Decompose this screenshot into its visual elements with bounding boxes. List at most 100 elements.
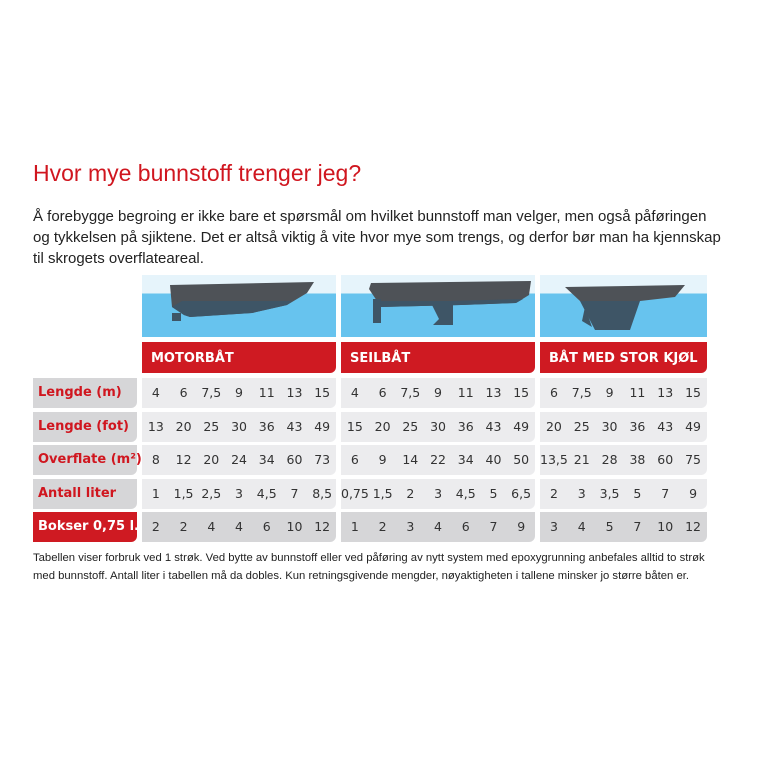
table-row: 13,5 21 28 38 60 75	[540, 445, 707, 475]
group-header: MOTORBÅT	[142, 342, 336, 373]
table-cell: 25	[203, 419, 220, 434]
table-cell: 1	[151, 486, 160, 501]
table-cell: 15	[685, 385, 701, 400]
page-title: Hvor mye bunnstoff trenger jeg?	[33, 160, 362, 186]
table-cell: 7	[661, 486, 670, 501]
table-cell: 40	[485, 452, 502, 467]
row-label: Lengde (m)	[33, 378, 137, 408]
table-cell: 60	[657, 452, 674, 467]
table-cell: 25	[573, 419, 590, 434]
table-cell: 20	[545, 419, 562, 434]
table-row: 1 2 3 4 6 7 9	[341, 512, 535, 542]
table-cell: 20	[175, 419, 192, 434]
table-cell: 75	[685, 452, 702, 467]
table-cell: 36	[457, 419, 474, 434]
table-cell: 30	[231, 419, 247, 434]
table-cell: 15	[513, 385, 530, 400]
table-row: 13 20 25 30 36 43 49	[142, 412, 336, 442]
sailboat-icon	[341, 275, 535, 337]
table-cell: 9	[378, 452, 387, 467]
table-cell: 6	[378, 385, 387, 400]
table-cell: 11	[457, 385, 474, 400]
row-label: Lengde (fot)	[33, 412, 137, 442]
intro-text: Å forebygge begroing er ikke bare et spø…	[33, 208, 721, 267]
table-cell: 4	[350, 385, 359, 400]
table-cell: 25	[402, 419, 419, 434]
table-cell: 12	[685, 519, 701, 534]
table-cell: 4	[434, 519, 442, 534]
table-cell: 5	[489, 486, 498, 501]
table-cell: 49	[314, 419, 331, 434]
table-cell: 6	[179, 385, 188, 400]
table-cell: 6	[461, 519, 470, 534]
table-row: 0,75 1,5 2 3 4,5 5 6,5	[341, 479, 535, 509]
footnote: Tabellen viser forbruk ved 1 strøk. Ved …	[33, 552, 705, 582]
table-cell: 3	[235, 486, 243, 501]
table-cell: 4,5	[256, 486, 277, 501]
table-cell: 6	[262, 519, 271, 534]
group-header: BÅT MED STOR KJØL	[540, 342, 707, 373]
table-cell: 24	[231, 452, 247, 467]
table-cell: 10	[657, 519, 674, 534]
table-row: 6 7,5 9 11 13 15	[540, 378, 707, 408]
table-cell: 3,5	[599, 486, 620, 501]
table-cell: 3	[406, 519, 415, 534]
table-cell: 4	[207, 519, 216, 534]
table-cell: 3	[549, 519, 558, 534]
table-row: 8 12 20 24 34 60 73	[142, 445, 336, 475]
table-cell: 49	[685, 419, 701, 434]
table-cell: 2	[378, 519, 387, 534]
table-cell: 49	[513, 419, 530, 434]
table-cell: 36	[629, 419, 646, 434]
table-cell: 1,5	[173, 486, 194, 501]
table-cell: 6	[350, 452, 359, 467]
table-row: 2 3 3,5 5 7 9	[540, 479, 707, 509]
table-cell: 20	[374, 419, 391, 434]
table-cell: 34	[457, 452, 474, 467]
table-cell: 0,75	[341, 486, 369, 501]
row-label: Bokser 0,75 l.	[33, 512, 139, 542]
table-row: 1 1,5 2,5 3 4,5 7 8,5	[142, 479, 336, 509]
table-cell: 12	[314, 519, 331, 534]
table-cell: 38	[629, 452, 646, 467]
table-cell: 2	[179, 519, 188, 534]
table-cell: 30	[601, 419, 618, 434]
table-cell: 7,5	[400, 385, 421, 400]
table-cell: 3	[434, 486, 443, 501]
table-cell: 9	[235, 385, 243, 400]
table-cell: 9	[517, 519, 526, 534]
table-cell: 5	[605, 519, 614, 534]
table-cell: 8	[151, 452, 160, 467]
table-cell: 7	[633, 519, 642, 534]
table-cell: 9	[689, 486, 698, 501]
table-cell: 2	[151, 519, 160, 534]
table-cell: 10	[286, 519, 303, 534]
table-cell: 13	[485, 385, 502, 400]
table-cell: 1,5	[372, 486, 393, 501]
table-cell: 20	[203, 452, 220, 467]
table-cell: 7,5	[571, 385, 592, 400]
table-cell: 43	[657, 419, 674, 434]
table-row: 2 2 4 4 6 10 12	[142, 512, 336, 542]
row-label: Overflate (m²)	[33, 445, 142, 475]
table-cell: 4	[151, 385, 160, 400]
table-cell: 15	[314, 385, 331, 400]
table-cell: 6,5	[511, 486, 532, 501]
table-cell: 36	[258, 419, 275, 434]
table-cell: 3	[577, 486, 586, 501]
table-cell: 4,5	[455, 486, 476, 501]
group-header: SEILBÅT	[341, 342, 535, 373]
table-cell: 34	[258, 452, 275, 467]
table-cell: 7	[489, 519, 498, 534]
table-cell: 8,5	[312, 486, 333, 501]
table-row: 20 25 30 36 43 49	[540, 412, 707, 442]
table-cell: 50	[513, 452, 530, 467]
table-cell: 9	[434, 385, 442, 400]
table-cell: 21	[573, 452, 590, 467]
table-cell: 11	[258, 385, 275, 400]
table-cell: 2	[406, 486, 415, 501]
table-row: 6 9 14 22 34 40 50	[341, 445, 535, 475]
motorboat-icon	[142, 275, 336, 337]
long-keel-boat-icon	[540, 275, 707, 337]
table-cell: 15	[346, 419, 363, 434]
